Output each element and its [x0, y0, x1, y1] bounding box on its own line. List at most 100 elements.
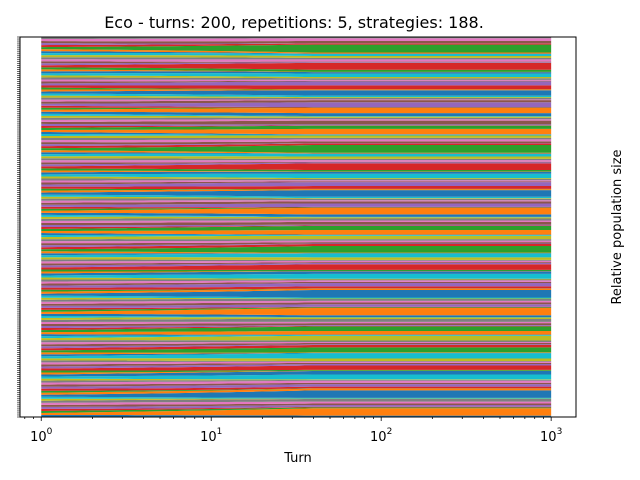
series-area — [41, 62, 552, 66]
series-area — [41, 113, 552, 117]
series-area — [41, 216, 552, 219]
series-area — [41, 384, 552, 389]
series-area — [41, 239, 552, 242]
series-area — [41, 80, 552, 84]
series-area — [41, 173, 552, 179]
series-area — [41, 279, 552, 282]
series-area — [41, 335, 552, 341]
series-area — [41, 225, 552, 230]
series-area — [41, 139, 552, 143]
series-area — [41, 62, 552, 70]
series-area — [41, 225, 552, 232]
series-area — [41, 243, 552, 250]
series-area — [41, 371, 552, 377]
series-area — [41, 206, 552, 209]
series-area — [41, 71, 552, 74]
series-area — [41, 282, 552, 288]
series-area — [41, 153, 552, 157]
x-tick-layer: 100 101 102 103 — [24, 417, 562, 445]
series-area — [41, 378, 552, 381]
series-area — [41, 218, 552, 221]
series-area — [41, 341, 552, 345]
series-area — [41, 186, 552, 190]
series-area — [41, 156, 552, 159]
series-area — [41, 234, 552, 238]
series-area — [41, 313, 552, 318]
x-tick-label: 100 — [30, 427, 53, 445]
series-area — [41, 273, 552, 279]
series-area — [41, 75, 552, 79]
series-area — [41, 269, 552, 272]
series-area — [41, 207, 552, 215]
series-area — [41, 334, 552, 337]
series-area — [41, 251, 552, 254]
series-area — [41, 194, 552, 199]
series-area — [41, 152, 552, 155]
series-area — [41, 334, 552, 339]
series-area — [41, 399, 552, 403]
series-area — [41, 111, 552, 117]
series-area — [41, 44, 552, 53]
series-area — [41, 143, 552, 149]
series-area — [41, 403, 552, 407]
series-area — [41, 145, 552, 153]
series-area — [41, 161, 552, 165]
series-area — [41, 306, 552, 310]
series-area — [41, 288, 552, 292]
series-area — [41, 87, 552, 90]
series-area — [41, 401, 552, 405]
series-area — [41, 243, 552, 248]
series-area — [41, 242, 552, 246]
series-area — [41, 257, 552, 260]
series-area — [41, 281, 552, 286]
x-tick-label: 102 — [370, 427, 392, 445]
series-area — [41, 300, 552, 304]
series-area — [41, 369, 552, 373]
series-area — [41, 40, 552, 44]
series-area — [41, 117, 552, 120]
series-area — [41, 342, 552, 347]
series-area — [41, 196, 552, 199]
series-area — [41, 189, 552, 193]
series-area — [41, 221, 552, 226]
series-area — [41, 379, 552, 383]
series-area — [41, 89, 552, 92]
series-area — [41, 105, 552, 108]
series-area — [41, 107, 552, 110]
series-area — [41, 382, 552, 387]
series-area — [41, 132, 552, 135]
series-area — [41, 277, 552, 280]
series-area — [41, 143, 552, 147]
series-area — [41, 182, 552, 187]
series-area — [41, 220, 552, 223]
series-area — [41, 386, 552, 391]
series-area — [41, 97, 552, 100]
series-area — [41, 331, 552, 335]
series-area — [41, 325, 552, 331]
series-area — [41, 344, 552, 349]
series-area — [41, 240, 552, 244]
series-area — [41, 408, 552, 416]
series-area — [41, 55, 552, 58]
series-area — [41, 315, 552, 318]
series-area — [41, 233, 552, 236]
series-area — [41, 77, 552, 80]
series-area — [41, 364, 552, 369]
series-area — [41, 115, 552, 118]
series-area — [41, 358, 552, 361]
series-area — [41, 90, 552, 96]
series-area — [41, 280, 552, 284]
series-area — [41, 347, 552, 353]
series-area — [41, 200, 552, 203]
series-area — [41, 176, 552, 180]
series-area — [41, 262, 552, 266]
series-area — [41, 163, 552, 171]
series-area — [41, 362, 552, 367]
series-area — [41, 81, 552, 86]
series-area — [41, 43, 552, 48]
series-area — [41, 326, 552, 333]
series-area — [41, 307, 552, 312]
series-area — [41, 260, 552, 264]
series-area — [41, 262, 552, 268]
